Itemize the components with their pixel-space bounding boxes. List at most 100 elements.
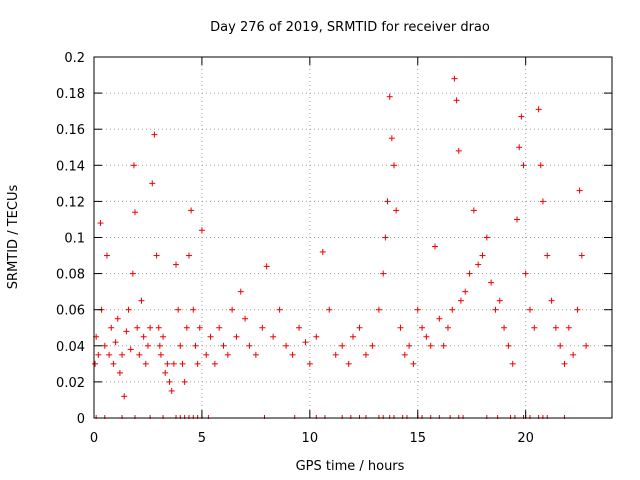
y-axis-label: SRMTID / TECUs bbox=[6, 185, 21, 290]
y-tick-label: 0.14 bbox=[56, 159, 85, 174]
data-point bbox=[548, 297, 555, 304]
data-point bbox=[388, 135, 395, 142]
data-point bbox=[419, 324, 426, 331]
data-point bbox=[501, 324, 508, 331]
data-point bbox=[369, 342, 376, 349]
chart-title: Day 276 of 2019, SRMTID for receiver dra… bbox=[210, 20, 490, 35]
data-point bbox=[130, 162, 137, 169]
data-point bbox=[92, 360, 99, 367]
data-point bbox=[233, 333, 240, 340]
y-tick-label: 0.16 bbox=[56, 123, 85, 138]
data-point bbox=[382, 234, 389, 241]
data-point bbox=[557, 342, 564, 349]
y-tick-label: 0 bbox=[77, 412, 85, 427]
data-point bbox=[455, 147, 462, 154]
data-point bbox=[110, 360, 117, 367]
data-point bbox=[190, 306, 197, 313]
data-point bbox=[138, 297, 145, 304]
data-point bbox=[198, 227, 205, 234]
data-point bbox=[183, 324, 190, 331]
data-point bbox=[127, 346, 134, 353]
data-point bbox=[552, 324, 559, 331]
data-point bbox=[207, 333, 214, 340]
data-point bbox=[319, 248, 326, 255]
data-point bbox=[132, 209, 139, 216]
data-point bbox=[224, 351, 231, 358]
x-axis-label: GPS time / hours bbox=[296, 459, 405, 474]
y-tick-label: 0.08 bbox=[56, 268, 85, 283]
data-point bbox=[155, 324, 162, 331]
data-point bbox=[149, 180, 156, 187]
data-point bbox=[479, 252, 486, 259]
data-point bbox=[168, 387, 175, 394]
data-point bbox=[166, 378, 173, 385]
data-point bbox=[229, 306, 236, 313]
data-point bbox=[414, 306, 421, 313]
data-point bbox=[401, 351, 408, 358]
data-point bbox=[101, 342, 108, 349]
data-point bbox=[574, 306, 581, 313]
data-point bbox=[326, 306, 333, 313]
data-point bbox=[453, 97, 460, 104]
data-point bbox=[134, 324, 141, 331]
data-point bbox=[436, 315, 443, 322]
data-point bbox=[583, 342, 590, 349]
data-point bbox=[483, 234, 490, 241]
data-point bbox=[475, 261, 482, 268]
data-point bbox=[339, 342, 346, 349]
data-point bbox=[129, 270, 136, 277]
data-point bbox=[516, 144, 523, 151]
data-point bbox=[156, 342, 163, 349]
data-point bbox=[332, 351, 339, 358]
y-tick-label: 0.2 bbox=[64, 51, 85, 66]
data-point bbox=[194, 360, 201, 367]
data-point bbox=[522, 270, 529, 277]
data-point bbox=[393, 207, 400, 214]
data-point bbox=[350, 333, 356, 340]
y-tick-label: 0.18 bbox=[56, 87, 85, 102]
data-point bbox=[125, 306, 132, 313]
data-point bbox=[123, 328, 130, 335]
data-point bbox=[160, 333, 167, 340]
data-point bbox=[570, 351, 577, 358]
data-point bbox=[162, 369, 169, 376]
data-point bbox=[179, 360, 186, 367]
data-points bbox=[92, 75, 590, 419]
data-point bbox=[356, 324, 363, 331]
data-point bbox=[147, 324, 154, 331]
data-point bbox=[544, 252, 551, 259]
data-point bbox=[270, 333, 277, 340]
data-point bbox=[153, 252, 160, 259]
data-point bbox=[432, 243, 439, 250]
data-point bbox=[211, 360, 218, 367]
data-point bbox=[440, 342, 447, 349]
data-point bbox=[509, 360, 516, 367]
data-point bbox=[283, 342, 290, 349]
data-point bbox=[526, 306, 533, 313]
data-point bbox=[103, 252, 110, 259]
y-tick-label: 0.04 bbox=[56, 340, 85, 355]
data-point bbox=[173, 261, 180, 268]
data-point bbox=[136, 351, 143, 358]
data-point bbox=[106, 351, 113, 358]
data-point bbox=[246, 342, 253, 349]
data-point bbox=[181, 378, 188, 385]
data-point bbox=[220, 342, 227, 349]
data-point bbox=[576, 187, 583, 194]
y-tick-label: 0.12 bbox=[56, 195, 85, 210]
data-point bbox=[302, 339, 309, 346]
data-point bbox=[157, 351, 164, 358]
grid bbox=[94, 57, 612, 418]
data-point bbox=[296, 324, 303, 331]
data-point bbox=[95, 351, 102, 358]
data-point bbox=[444, 324, 451, 331]
data-point bbox=[108, 324, 115, 331]
data-point bbox=[164, 360, 171, 367]
data-point bbox=[496, 297, 503, 304]
data-point bbox=[140, 333, 147, 340]
data-point bbox=[121, 393, 128, 400]
data-point bbox=[142, 360, 149, 367]
data-point bbox=[514, 216, 521, 223]
data-point bbox=[423, 333, 430, 340]
